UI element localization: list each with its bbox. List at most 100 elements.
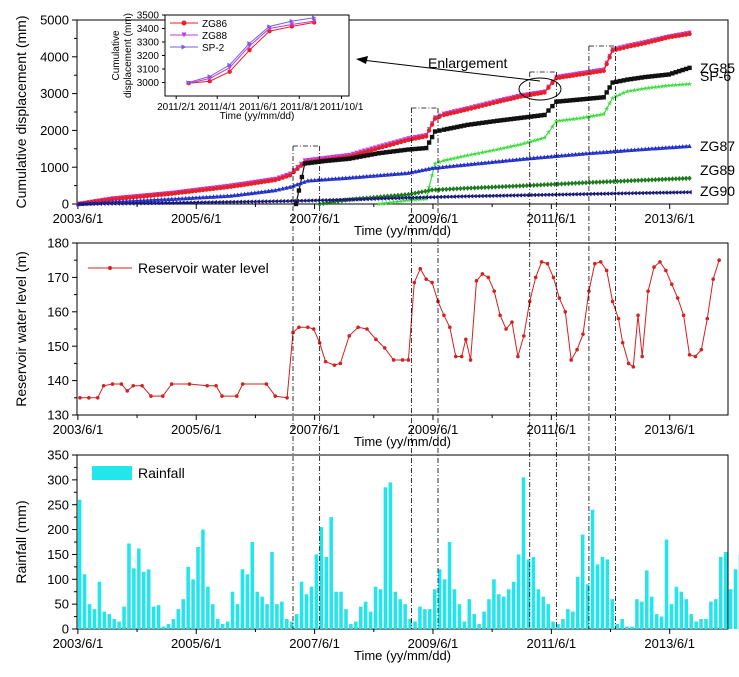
data-point [577, 72, 583, 77]
data-point [302, 161, 308, 166]
data-point [255, 180, 261, 185]
data-point [111, 201, 117, 206]
bar [92, 609, 97, 629]
data-point [576, 180, 582, 186]
data-point [249, 181, 254, 186]
data-point [618, 178, 623, 184]
data-point [639, 190, 644, 196]
data-point [406, 137, 411, 143]
data-point [598, 69, 603, 74]
data-point [628, 88, 634, 94]
data-point [145, 193, 150, 199]
data-point [336, 197, 341, 203]
bar [709, 601, 713, 629]
data-point [472, 105, 478, 110]
data-point [247, 47, 252, 53]
data-point [521, 183, 526, 189]
data-point [555, 181, 561, 187]
data-point [380, 150, 385, 155]
data-point [311, 327, 316, 331]
y-tick-label: 3000 [137, 78, 160, 89]
data-point [546, 108, 551, 113]
data-point [508, 143, 514, 149]
data-point [262, 179, 268, 184]
bar [77, 499, 82, 629]
data-point [521, 193, 526, 198]
data-point [567, 116, 573, 122]
data-point [204, 187, 209, 192]
bar [442, 579, 447, 629]
data-point [583, 151, 589, 156]
data-point [104, 201, 110, 206]
data-point [172, 196, 178, 201]
x-tick-label: 2011/6/1 [527, 211, 577, 226]
data-point [522, 115, 527, 120]
data-point [138, 194, 143, 199]
data-point [472, 193, 477, 199]
data-point [376, 151, 382, 156]
y-tick-label: 0 [62, 197, 69, 212]
bar [462, 621, 467, 629]
data-point [440, 186, 445, 193]
bar [413, 621, 417, 629]
data-point [451, 125, 457, 130]
data-point [125, 389, 130, 393]
data-point [621, 78, 626, 83]
data-point [646, 74, 651, 79]
bar [151, 606, 156, 629]
data-point [479, 193, 484, 199]
data-point [113, 196, 119, 202]
x-tick-label: 2007/6/1 [289, 422, 340, 437]
data-point [669, 282, 674, 287]
bar [82, 574, 87, 629]
data-point [384, 150, 389, 155]
data-point [162, 200, 167, 206]
data-point [176, 200, 182, 205]
data-point [211, 194, 216, 199]
data-point [646, 146, 651, 151]
data-point [406, 195, 411, 200]
data-point [447, 194, 453, 199]
bar [625, 626, 629, 629]
data-point [500, 158, 505, 163]
data-point [186, 80, 191, 85]
data-point [653, 176, 658, 183]
data-point [500, 193, 505, 198]
data-point [448, 111, 453, 116]
data-point [412, 196, 419, 202]
data-point [400, 358, 405, 362]
data-point [333, 176, 338, 181]
data-point [235, 192, 240, 197]
bar [526, 559, 531, 629]
data-point [266, 178, 271, 184]
data-point [442, 313, 446, 318]
data-point [649, 84, 655, 90]
data-point [659, 36, 665, 42]
bar [674, 586, 679, 629]
data-point [119, 201, 124, 206]
data-point [447, 186, 453, 192]
data-point [659, 83, 665, 89]
bar [230, 591, 235, 629]
data-point [289, 18, 295, 24]
data-point [419, 196, 426, 202]
bar [546, 604, 550, 629]
data-point [576, 191, 582, 197]
data-point [409, 197, 415, 203]
y-tick-label: 3500 [137, 11, 160, 22]
data-point [395, 171, 401, 176]
bar [723, 551, 728, 629]
period-guides [292, 45, 616, 629]
data-point [646, 40, 651, 45]
data-point [451, 186, 456, 192]
data-point [86, 201, 92, 207]
data-point [562, 192, 568, 197]
data-point [149, 394, 153, 398]
series-label: ZG90 [700, 183, 735, 199]
data-point [186, 189, 192, 194]
data-point [680, 32, 685, 38]
data-point [510, 157, 516, 162]
bar [235, 604, 240, 629]
data-point [687, 190, 692, 195]
data-point [225, 193, 230, 198]
